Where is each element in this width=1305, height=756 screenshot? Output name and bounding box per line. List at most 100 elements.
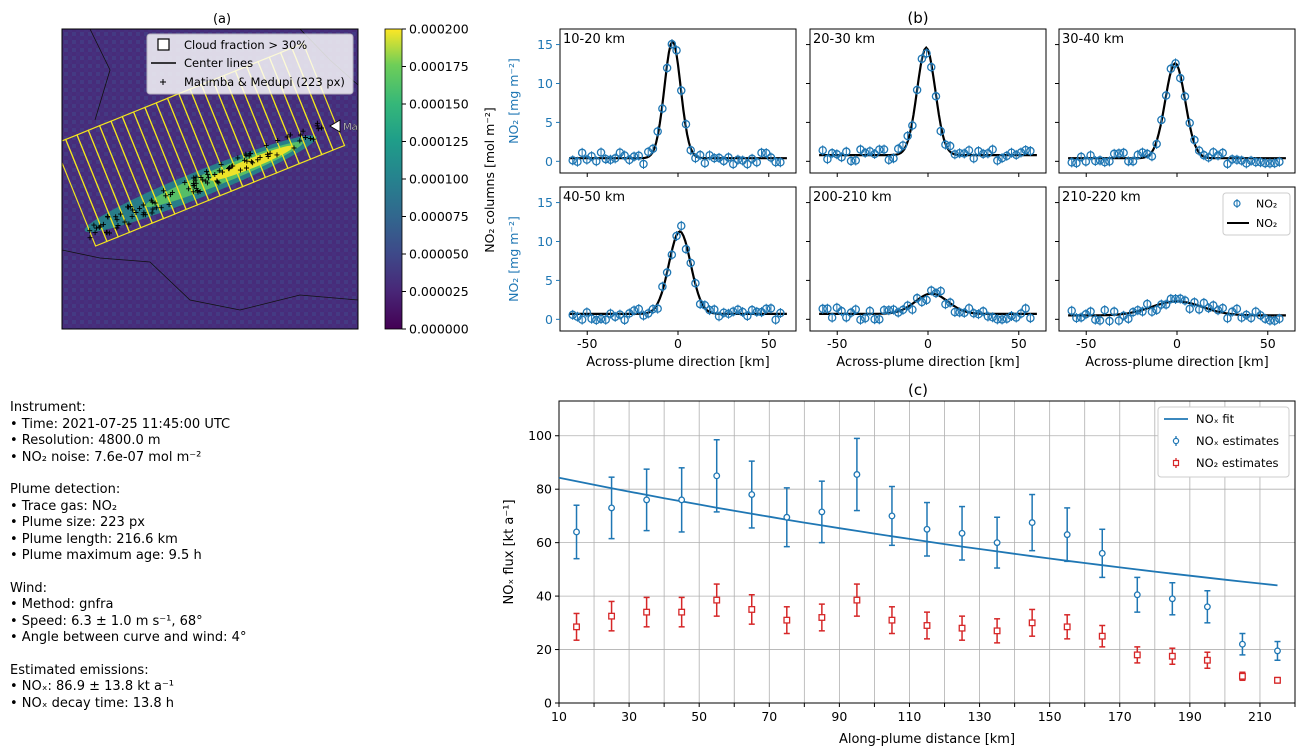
pixel-cross xyxy=(255,157,261,163)
profile-panels: 10-20 km 0 5 10 15 NO₂ [mg m⁻²] 20-30 km 30-40 … xyxy=(506,28,1296,370)
wind-title: Wind: xyxy=(10,580,48,596)
pixel-cross xyxy=(291,145,297,151)
profile-point xyxy=(776,158,785,167)
no2-point xyxy=(783,616,791,624)
pixel-cross xyxy=(129,214,135,220)
profile-point xyxy=(776,308,785,318)
profile-point xyxy=(1223,313,1232,323)
profile-point xyxy=(1138,307,1147,316)
x-tick-label: 0 xyxy=(924,336,932,351)
profile-panel: 10-20 km 0 5 10 15 NO₂ [mg m⁻²] xyxy=(506,28,797,177)
legend-cloud-label: Cloud fraction > 30% xyxy=(184,38,307,52)
pixel-cross xyxy=(130,207,136,213)
profile-point xyxy=(945,298,955,307)
pixel-cross xyxy=(216,180,222,186)
pixel-cross xyxy=(137,205,143,211)
profile-point xyxy=(927,286,936,295)
info-time: • Time: 2021-07-25 11:45:00 UTC xyxy=(10,416,231,432)
profile-point xyxy=(653,127,662,136)
profile-point xyxy=(1152,139,1161,149)
profile-point xyxy=(884,155,894,165)
no2-point xyxy=(748,606,756,613)
profile-point xyxy=(1275,157,1284,167)
x-tick-label: 50 xyxy=(761,336,777,351)
pixel-cross xyxy=(152,200,158,206)
x-tick-label: 50 xyxy=(1011,336,1027,351)
profile-panel-label: 20-30 km xyxy=(813,32,875,47)
nox-point xyxy=(1133,591,1141,599)
map-frame xyxy=(61,28,359,330)
profile-panel: 20-30 km xyxy=(806,28,1047,177)
profile-point xyxy=(936,126,945,136)
profile-point xyxy=(978,307,988,316)
profile-point xyxy=(1133,305,1143,315)
profile-point xyxy=(700,158,710,168)
pixel-cross xyxy=(275,138,281,143)
profile-point xyxy=(601,315,610,325)
no2-point xyxy=(888,616,896,624)
pixel-cross xyxy=(267,150,273,156)
profile-point xyxy=(818,304,827,314)
profile-point xyxy=(677,221,686,231)
profile-point xyxy=(601,154,610,164)
profile-point xyxy=(672,46,681,55)
pixel-cross xyxy=(87,228,93,234)
pixel-cross xyxy=(149,199,155,205)
profile-point xyxy=(766,304,776,313)
panel-c-title: (c) xyxy=(908,381,928,399)
profile-point xyxy=(917,54,927,64)
info-plume-age: • Plume maximum age: 9.5 h xyxy=(10,548,202,563)
profile-point xyxy=(993,315,1002,324)
profile-point xyxy=(870,149,879,159)
profile-point xyxy=(927,62,936,72)
profile-point xyxy=(1246,156,1256,166)
pixel-cross xyxy=(158,205,164,211)
x-tick-label: 50 xyxy=(691,709,707,724)
profile-point xyxy=(1161,91,1171,100)
pixel-cross xyxy=(92,230,98,236)
no2-point xyxy=(853,596,861,604)
profile-point xyxy=(596,148,606,157)
profile-point xyxy=(1204,153,1213,162)
profile-point xyxy=(757,148,766,158)
pixel-cross xyxy=(235,155,241,161)
profile-point xyxy=(1256,157,1265,167)
profile-point xyxy=(974,146,983,156)
legend-no2-label: NO₂ estimates xyxy=(1196,456,1279,470)
profile-point xyxy=(1194,305,1204,314)
pixel-cross xyxy=(149,210,155,216)
profile-point xyxy=(568,310,577,320)
profile-point xyxy=(1133,150,1143,160)
pixel-cross xyxy=(244,165,249,171)
profile-point xyxy=(587,314,596,323)
pixel-cross xyxy=(182,180,188,186)
profile-point xyxy=(969,309,978,318)
nox-point xyxy=(1238,640,1246,648)
no2-point xyxy=(818,614,826,621)
pixel-cross xyxy=(93,225,99,231)
profile-point xyxy=(1100,157,1109,167)
profile-point xyxy=(851,305,860,314)
profile-point xyxy=(686,258,695,268)
profile-frame xyxy=(809,186,1047,332)
legend-fit-label: NOₓ fit xyxy=(1196,412,1235,426)
profile-point xyxy=(743,311,752,321)
x-tick-label: 210 xyxy=(1248,709,1272,724)
profile-point xyxy=(733,305,743,314)
info-plume-length: • Plume length: 216.6 km xyxy=(10,531,178,547)
x-tick-label: 110 xyxy=(898,709,922,724)
profile-point xyxy=(1091,315,1100,324)
legend-nox-label: NOₓ estimates xyxy=(1196,434,1279,448)
info-wind-method: • Method: gnfra xyxy=(10,597,114,612)
profile-point xyxy=(606,155,615,164)
nox-point xyxy=(1274,647,1281,655)
profile-point xyxy=(827,148,837,158)
colorbar-label: NO₂ columns [mol m⁻²] xyxy=(482,107,497,252)
pixel-cross xyxy=(205,171,211,177)
profile-point xyxy=(950,307,960,317)
info-text: Instrument: • Time: 2021-07-25 11:45:00 … xyxy=(10,400,246,728)
no2-point xyxy=(643,608,651,616)
profile-panel: 210-220 km -50 0 50 Across-plume direction [… xyxy=(1055,186,1296,370)
no2-point xyxy=(1168,652,1176,660)
nox-point xyxy=(573,528,580,536)
